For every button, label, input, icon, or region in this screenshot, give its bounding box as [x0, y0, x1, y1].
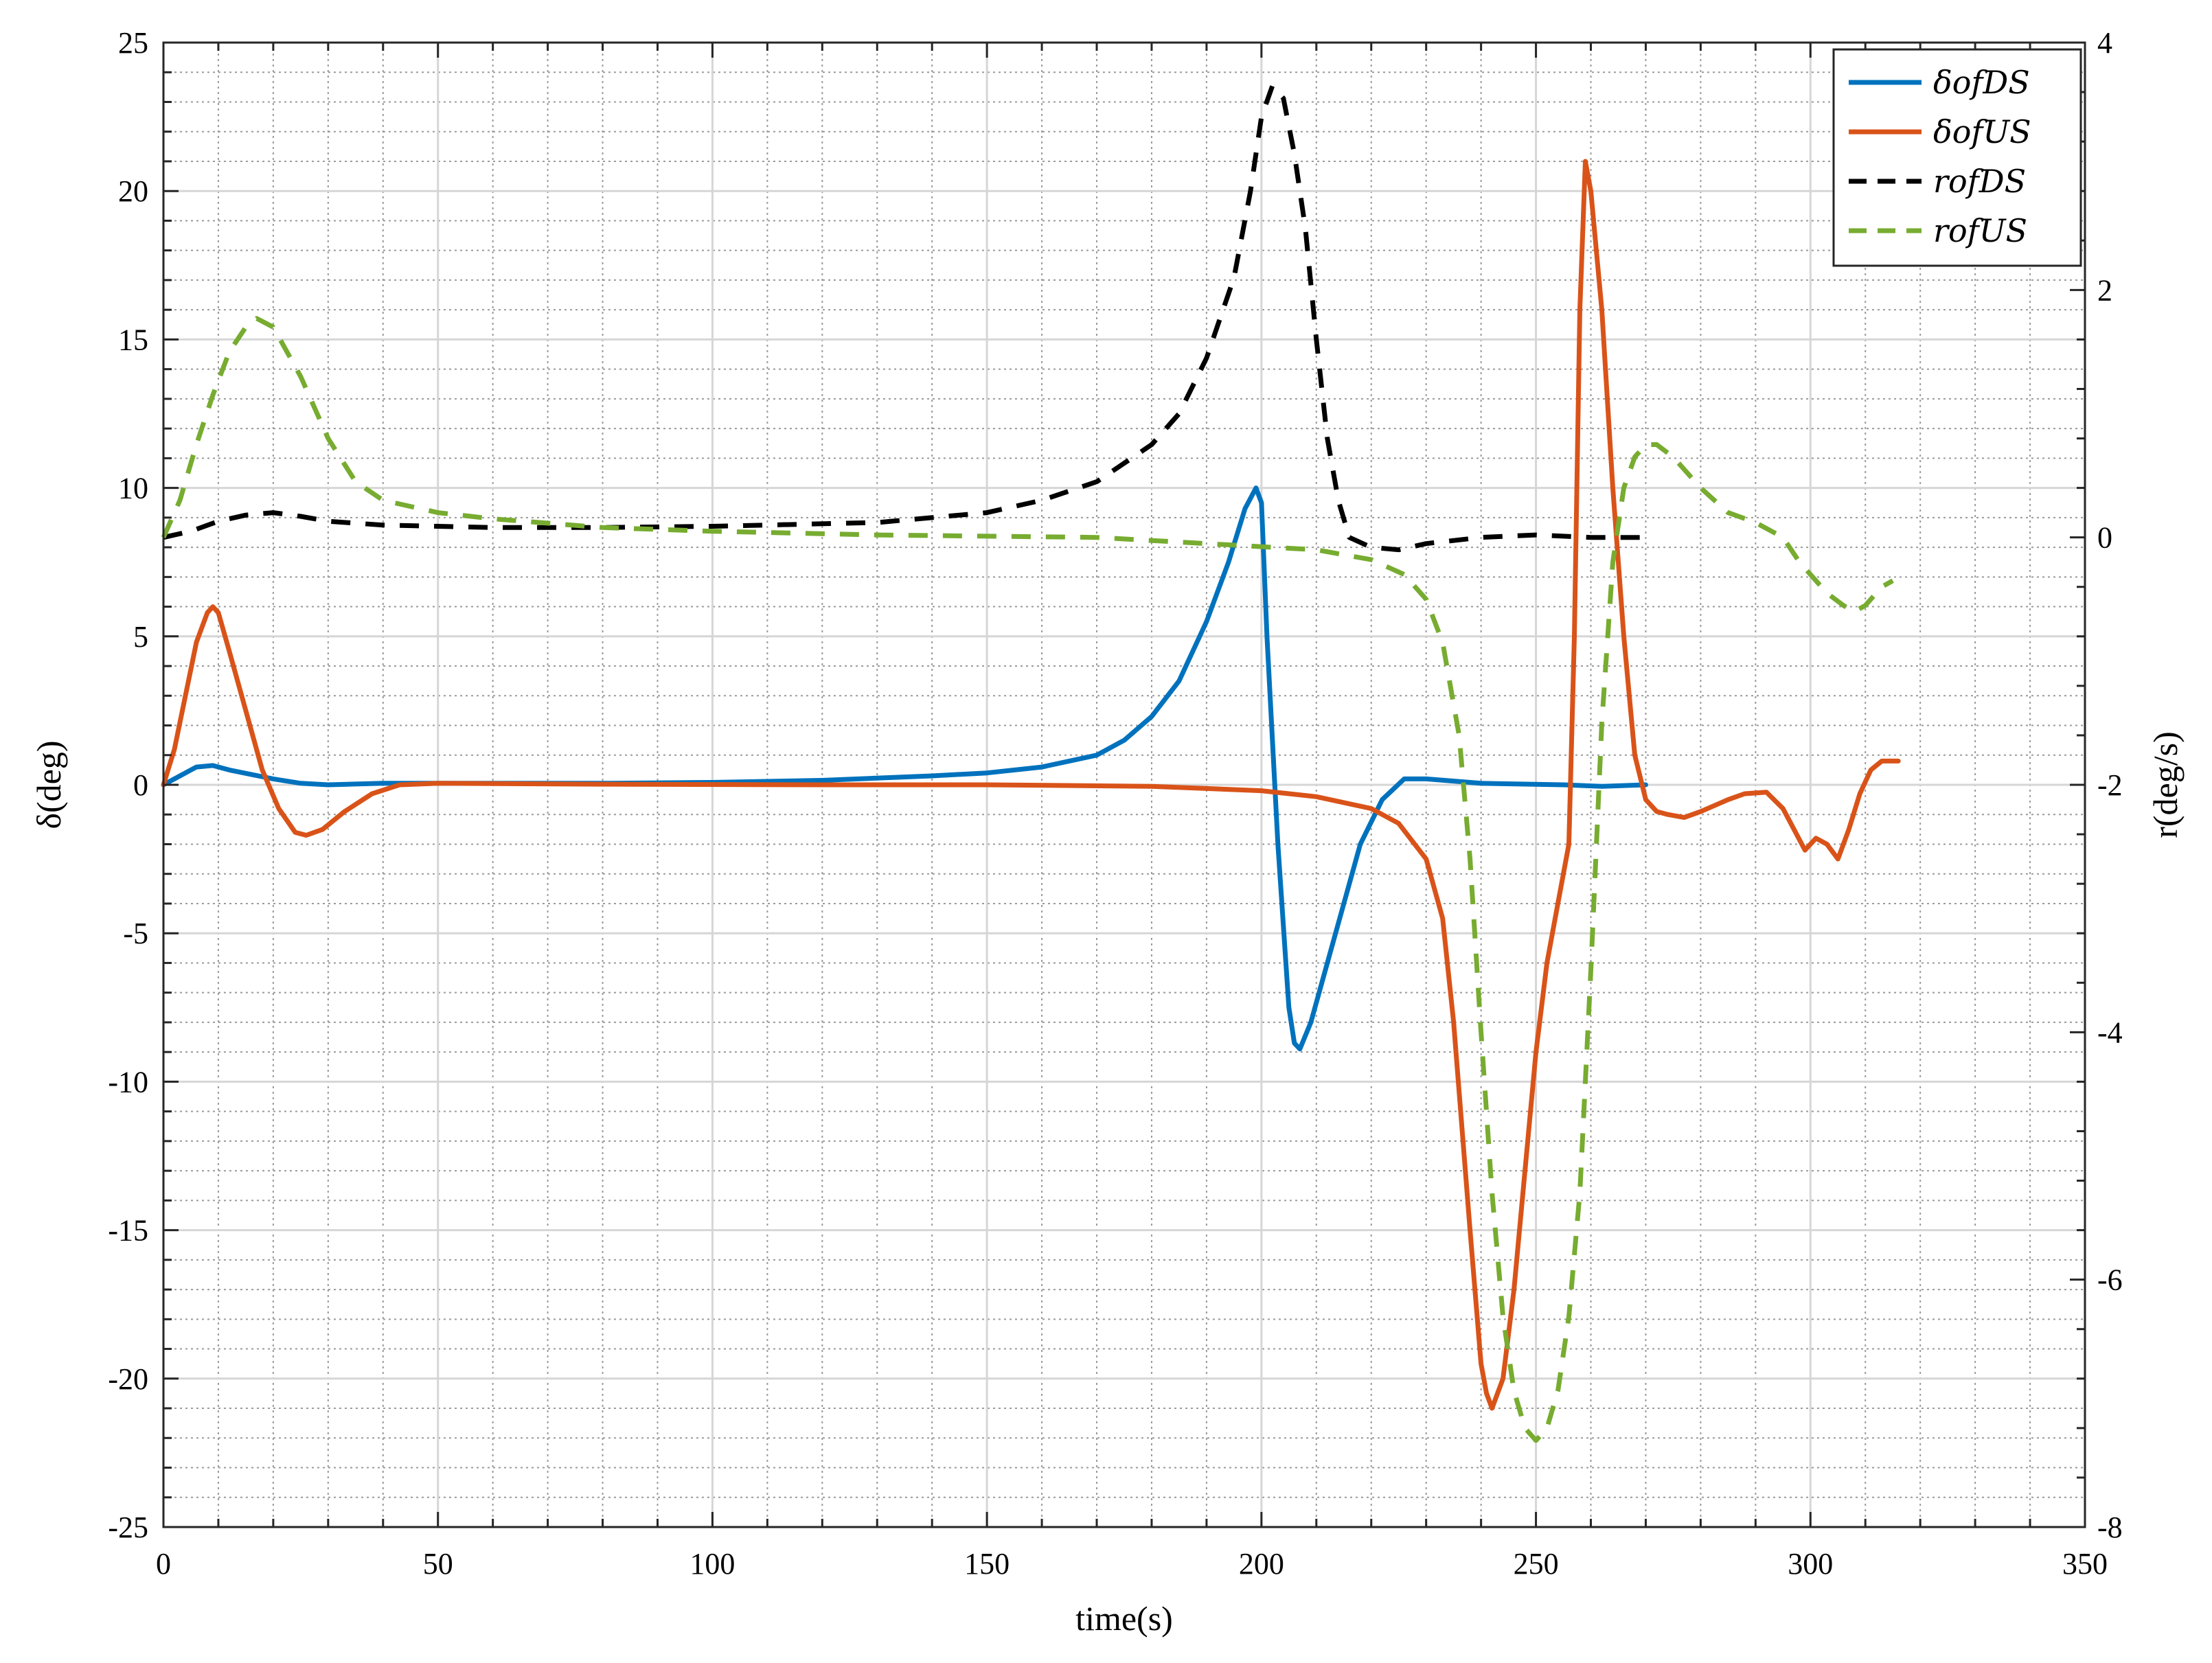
y-left-tick-label: -15 [108, 1214, 148, 1248]
x-tick-label: 50 [423, 1547, 453, 1581]
y-left-tick-label: 25 [118, 26, 148, 60]
legend-label: rofDS [1933, 163, 2026, 200]
y-left-tick-label: -20 [108, 1362, 148, 1396]
x-tick-label: 0 [156, 1547, 171, 1581]
series-line-0 [161, 485, 1648, 1052]
y-right-axis-label: r(deg/s) [2146, 731, 2185, 838]
major-grid [163, 43, 2085, 1527]
legend-label: rofUS [1933, 212, 2027, 249]
y-right-tick-label: -4 [2097, 1016, 2123, 1049]
y-right-tick-label: -6 [2097, 1263, 2123, 1297]
x-tick-label: 100 [689, 1547, 735, 1581]
y-left-axis-label: δ(deg) [30, 740, 68, 829]
y-left-tick-label: -25 [108, 1511, 148, 1544]
y-left-tick-label: 0 [133, 768, 148, 802]
y-left-tick-label: 10 [118, 472, 148, 505]
x-tick-label: 250 [1514, 1547, 1559, 1581]
y-right-tick-label: 0 [2097, 521, 2112, 555]
series-line-1 [161, 159, 1901, 1411]
legend: δofDS δofUS rofDS rofUS [1832, 48, 2082, 267]
x-axis-label: time(s) [1075, 1599, 1173, 1638]
x-tick-label: 200 [1239, 1547, 1284, 1581]
y-right-tick-label: 2 [2097, 273, 2112, 307]
x-tick-label: 300 [1788, 1547, 1833, 1581]
y-left-tick-label: 20 [118, 174, 148, 208]
legend-label: δofDS [1933, 64, 2030, 101]
y-left-tick-label: 5 [133, 620, 148, 654]
y-left-tick-label: -5 [123, 917, 148, 950]
tick-labels: 0 50 100 150 200 250 300 3502520151050-5-10-15-… [108, 26, 2122, 1581]
y-right-tick-label: -2 [2097, 768, 2123, 802]
y-right-tick-label: -8 [2097, 1511, 2123, 1544]
x-tick-label: 350 [2062, 1547, 2108, 1581]
axis-ticks [162, 41, 2086, 1528]
legend-box [1832, 48, 2082, 267]
y-left-tick-label: 15 [118, 323, 148, 356]
y-left-tick-label: -10 [108, 1065, 148, 1099]
y-right-tick-label: 4 [2097, 26, 2112, 60]
series-line-3 [161, 316, 1894, 1443]
x-tick-label: 150 [964, 1547, 1010, 1581]
legend-label: δofUS [1933, 113, 2031, 150]
series-layer [161, 83, 1901, 1443]
